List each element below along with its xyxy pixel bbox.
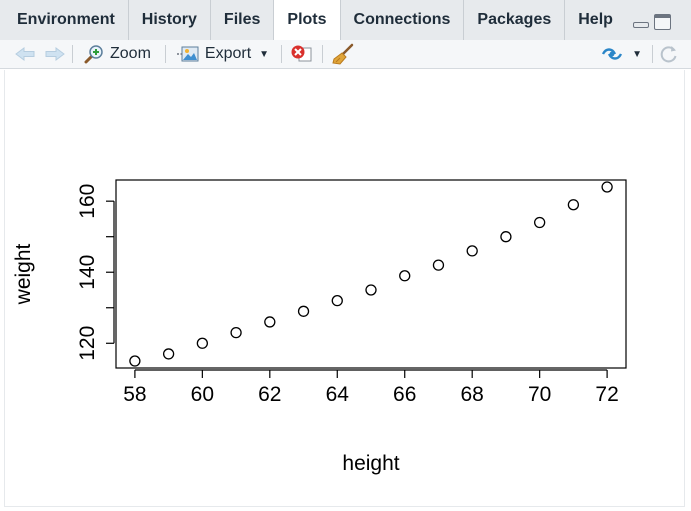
scatter-plot: 58 60 62 64 66 68 70 72 120 140 160 height weight bbox=[12, 179, 627, 475]
data-point bbox=[534, 216, 546, 229]
export-label: Export bbox=[204, 45, 252, 62]
broom-icon[interactable] bbox=[331, 43, 355, 65]
toolbar-separator bbox=[281, 45, 283, 63]
data-point bbox=[162, 348, 175, 360]
x-tick-label: 58 bbox=[123, 383, 146, 406]
y-tick-label: 140 bbox=[76, 255, 99, 290]
data-point bbox=[399, 270, 411, 282]
toolbar-separator bbox=[164, 45, 166, 63]
x-tick-label: 62 bbox=[258, 383, 281, 406]
data-point bbox=[331, 294, 343, 307]
chevron-down-icon: ▼ bbox=[632, 48, 642, 60]
publish-button[interactable]: ▼ bbox=[596, 45, 646, 63]
zoom-button[interactable]: Zoom bbox=[79, 44, 155, 64]
toolbar-separator bbox=[72, 45, 73, 63]
data-point bbox=[129, 355, 141, 367]
tab-environment[interactable]: Environment bbox=[0, 0, 129, 40]
x-tick-label: 68 bbox=[461, 383, 484, 406]
x-tick-label: 66 bbox=[393, 383, 416, 406]
data-point bbox=[601, 181, 613, 193]
x-tick-label: 72 bbox=[595, 383, 618, 406]
plots-toolbar: Zoom Export ▼ ▼ bbox=[0, 40, 691, 69]
x-tick-label: 70 bbox=[528, 383, 551, 406]
data-point bbox=[432, 259, 445, 271]
refresh-icon[interactable] bbox=[659, 44, 679, 64]
toolbar-separator bbox=[322, 45, 324, 63]
tab-help[interactable]: Help bbox=[578, 11, 613, 28]
plot-frame bbox=[115, 179, 627, 369]
pane-window-controls bbox=[632, 14, 671, 30]
export-image-icon bbox=[176, 44, 200, 64]
tab-files[interactable]: Files bbox=[211, 0, 275, 40]
y-axis-label: weight bbox=[12, 243, 35, 305]
data-point bbox=[500, 231, 512, 243]
minimize-pane-button[interactable] bbox=[632, 14, 650, 30]
pane-tab-bar: Environment History Files Plots Connecti… bbox=[0, 0, 691, 41]
export-button[interactable]: Export ▼ bbox=[172, 44, 273, 64]
publish-icon bbox=[600, 45, 624, 63]
x-tick-label: 64 bbox=[326, 383, 350, 406]
zoom-label: Zoom bbox=[110, 45, 151, 62]
magnifier-plus-icon bbox=[83, 44, 105, 64]
arrow-left-icon[interactable] bbox=[14, 46, 36, 62]
data-point bbox=[297, 305, 310, 317]
y-axis: 120 140 160 bbox=[76, 184, 115, 361]
plot-viewer bbox=[4, 70, 685, 507]
tab-connections[interactable]: Connections bbox=[341, 0, 465, 40]
y-tick-label: 120 bbox=[76, 326, 99, 361]
x-axis: 58 60 62 64 66 68 70 72 bbox=[123, 369, 619, 406]
data-point bbox=[196, 337, 208, 349]
arrow-right-icon[interactable] bbox=[44, 46, 66, 62]
tab-plots[interactable]: Plots bbox=[274, 0, 341, 41]
chevron-down-icon: ▼ bbox=[259, 48, 270, 60]
data-point bbox=[466, 245, 478, 257]
tab-packages[interactable]: Packages bbox=[464, 0, 566, 40]
x-tick-label: 60 bbox=[191, 383, 214, 406]
data-points bbox=[129, 181, 613, 367]
data-point bbox=[567, 199, 580, 211]
data-point bbox=[230, 326, 242, 339]
maximize-pane-button[interactable] bbox=[654, 14, 671, 30]
toolbar-separator bbox=[652, 45, 653, 63]
tab-history[interactable]: History bbox=[129, 0, 211, 40]
data-point bbox=[365, 284, 377, 296]
y-tick-label: 160 bbox=[76, 184, 99, 219]
data-point bbox=[264, 316, 276, 328]
remove-plot-icon[interactable] bbox=[290, 44, 314, 64]
x-axis-label: height bbox=[342, 452, 399, 475]
